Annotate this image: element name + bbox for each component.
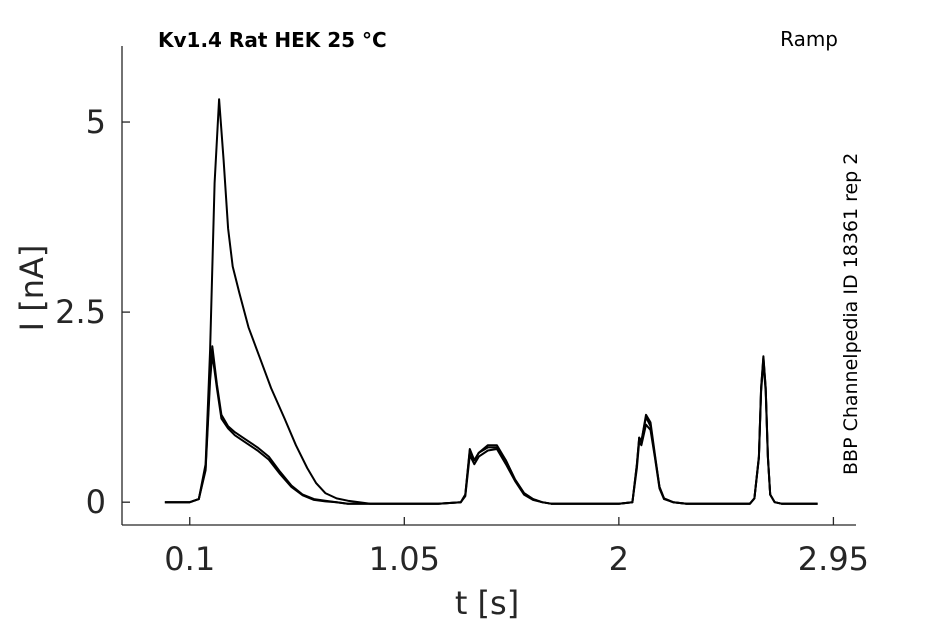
traces — [164, 98, 818, 505]
plot-area: 02.55 0.1 1.05 2 2.95 — [55, 46, 869, 578]
protocol-label: Ramp — [780, 27, 838, 51]
current-trace-1 — [164, 98, 818, 505]
current-trace-3 — [164, 352, 818, 505]
chart-title: Kv1.4 Rat HEK 25 °C — [158, 28, 387, 52]
current-trace-2 — [164, 345, 818, 505]
x-tick-label: 0.1 — [164, 540, 215, 578]
x-tick-label: 2 — [609, 540, 629, 578]
source-label: BBP Channelpedia ID 18361 rep 2 — [840, 153, 862, 475]
x-tick-label: 1.05 — [369, 540, 440, 578]
x-tick-label: 2.95 — [798, 540, 869, 578]
y-axis-label: I [nA] — [13, 245, 51, 332]
y-tick-label: 2.5 — [55, 293, 106, 331]
y-ticks: 02.55 — [55, 103, 130, 521]
y-tick-label: 0 — [86, 483, 106, 521]
x-axis-label: t [s] — [455, 584, 519, 622]
x-ticks: 0.1 1.05 2 2.95 — [164, 517, 869, 578]
y-tick-label: 5 — [86, 103, 106, 141]
